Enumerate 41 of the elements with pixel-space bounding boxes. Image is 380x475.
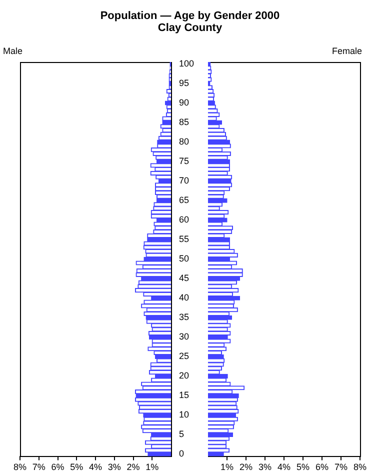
x-tick-label: 5%: [296, 462, 310, 472]
x-tick-label: 2%: [239, 462, 253, 472]
text: Male: [3, 46, 23, 56]
y-tick-label: 80: [179, 136, 190, 146]
y-tick-label: 50: [179, 254, 190, 264]
y-tick-label: 85: [179, 116, 190, 127]
y-tick-label: 100: [179, 58, 194, 68]
y-tick-label: 70: [179, 176, 190, 186]
y-tick-label: 60: [179, 214, 190, 225]
y-tick-label: 65: [179, 195, 190, 206]
y-tick-label: 15: [179, 390, 190, 400]
x-tick-label: 7%: [334, 462, 348, 472]
y-tick-label: 20: [179, 370, 190, 381]
chart-title: Population — Age by Gender 2000: [99, 10, 281, 22]
x-tick-label: 6%: [315, 462, 329, 472]
x-tick-label: 3%: [258, 462, 272, 472]
x-tick-label: 7%: [32, 462, 46, 472]
x-tick-label: 5%: [70, 462, 84, 472]
y-tick-label: 5: [179, 429, 184, 440]
y-tick-label: 95: [179, 78, 190, 88]
y-tick-label: 40: [179, 292, 190, 303]
y-tick-label: 55: [179, 234, 190, 244]
x-tick-label: 8%: [353, 462, 367, 472]
y-tick-label: 25: [179, 351, 190, 362]
x-tick-label: 4%: [277, 462, 291, 472]
x-tick-label: 2%: [126, 462, 140, 472]
y-tick-label: 10: [179, 410, 190, 420]
x-tick-label: 1%: [146, 462, 159, 472]
x-tick-label: 6%: [51, 462, 64, 472]
x-tick-label: 4%: [88, 462, 102, 472]
y-tick-label: 30: [179, 332, 190, 342]
y-tick-label: 90: [179, 97, 190, 108]
y-tick-label: 0: [179, 448, 184, 459]
y-tick-label: 45: [179, 273, 190, 284]
chart-subtitle: Clay County: [156, 22, 224, 34]
y-tick-label: 35: [179, 312, 190, 322]
x-tick-label: 3%: [108, 462, 121, 472]
text: Female: [332, 46, 362, 56]
y-tick-label: 75: [179, 156, 190, 166]
x-tick-label: 1%: [220, 462, 234, 472]
x-tick-label: 8%: [13, 462, 27, 472]
